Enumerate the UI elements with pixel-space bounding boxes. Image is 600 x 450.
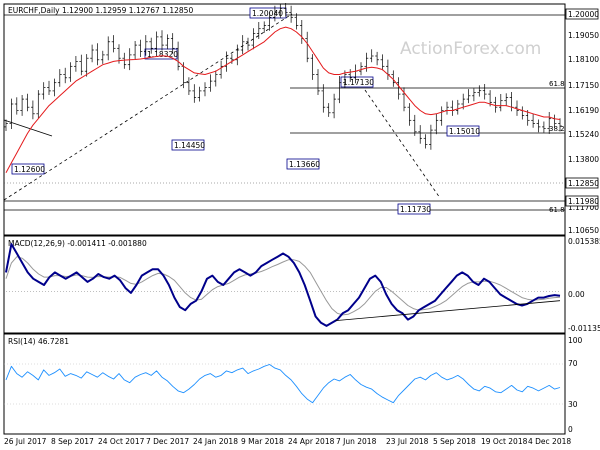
x-tick: 24 Apr 2018 [288,437,335,446]
fib-label-61.8-upper: 61.8 [549,80,565,88]
rsi-y-axis: 100 70 30 0 [568,336,583,434]
macd-panel-frame [3,235,566,334]
annotation-1.12600: 1.12600 [11,163,45,175]
x-tick: 5 Sep 2018 [433,437,476,446]
svg-text:1.11980: 1.11980 [568,197,599,206]
trendline-upper-left [3,119,53,137]
macd-trendline [335,300,561,321]
current-price-box: 1.12850 [565,177,599,189]
support-price-box: 1.11980 [565,195,599,207]
macd-signal-line [5,256,561,316]
price-y-axis: 1.19050 1.18100 1.17150 1.16190 1.15240 … [568,31,599,235]
price-header: EURCHF,Daily 1.12900 1.12959 1.12767 1.1… [8,6,193,15]
svg-text:1.20000: 1.20000 [568,10,599,19]
rsi-y-tick: 30 [568,400,578,409]
x-tick: 8 Sep 2017 [51,437,94,446]
rsi-y-tick: 70 [568,359,578,368]
moving-average-line [5,26,561,173]
rsi-y-tick: 100 [568,336,583,345]
x-tick: 24 Oct 2017 [98,437,145,446]
price-panel-frame [3,3,566,236]
macd-header: MACD(12,26,9) -0.001411 -0.001880 [8,239,147,248]
fib-label-38.2: 38.2 [549,125,565,133]
price-y-tick: 1.10650 [568,226,599,235]
chart-series-layer [4,3,562,404]
x-tick: 19 Oct 2018 [481,437,528,446]
macd-y-tick: 0.015385 [568,237,600,246]
x-tick: 7 Dec 2017 [146,437,189,446]
x-tick: 9 Mar 2018 [241,437,284,446]
x-tick: 26 Jul 2017 [4,437,47,446]
rsi-header: RSI(14) 46.7281 [8,337,69,346]
level-box-1.2000: 1.20000 [565,8,599,20]
annotation-1.13660: 1.13660 [286,158,320,170]
svg-text:1.11730: 1.11730 [400,205,431,214]
macd-y-axis: 0.015385 0.00 -0.011352 [568,237,600,333]
rsi-y-tick: 0 [568,425,573,434]
svg-text:1.18320: 1.18320 [147,50,178,59]
price-y-tick: 1.19050 [568,31,599,40]
x-axis: 26 Jul 2017 8 Sep 2017 24 Oct 2017 7 Dec… [4,437,571,446]
annotation-1.11730: 1.11730 [397,203,431,215]
x-tick: 23 Jul 2018 [386,437,429,446]
annotation-1.14450: 1.14450 [171,139,205,151]
rsi-line [5,364,561,404]
trendline-dashed-up [3,13,293,201]
watermark: ActionForex.com [400,39,541,59]
price-y-tick: 1.13800 [568,155,599,164]
price-y-tick: 1.18100 [568,55,599,64]
svg-text:1.12600: 1.12600 [14,165,45,174]
annotation-1.18320: 1.18320 [144,48,178,60]
svg-text:1.14450: 1.14450 [174,141,205,150]
x-tick: 4 Dec 2018 [528,437,571,446]
svg-text:1.13660: 1.13660 [289,160,320,169]
price-y-tick: 1.15240 [568,130,599,139]
price-y-tick: 1.16190 [568,106,599,115]
macd-y-tick: -0.011352 [568,324,600,333]
fib-label-61.8-lower: 61.8 [549,206,565,214]
annotation-1.17130: 1.17130 [340,76,374,88]
rsi-panel-frame [3,333,566,435]
svg-text:1.15010: 1.15010 [449,127,480,136]
price-y-tick: 1.11700 [568,203,599,212]
svg-text:1.17130: 1.17130 [343,78,374,87]
macd-y-tick: 0.00 [568,290,585,299]
x-tick: 7 Jun 2018 [336,437,377,446]
annotation-1.15010: 1.15010 [446,125,480,137]
svg-text:1.20040: 1.20040 [252,9,283,18]
x-tick: 24 Jan 2018 [193,437,238,446]
price-y-tick: 1.17150 [568,81,599,90]
macd-line [5,243,561,327]
trendline-dashed-down [364,89,441,199]
svg-text:1.12850: 1.12850 [568,179,599,188]
